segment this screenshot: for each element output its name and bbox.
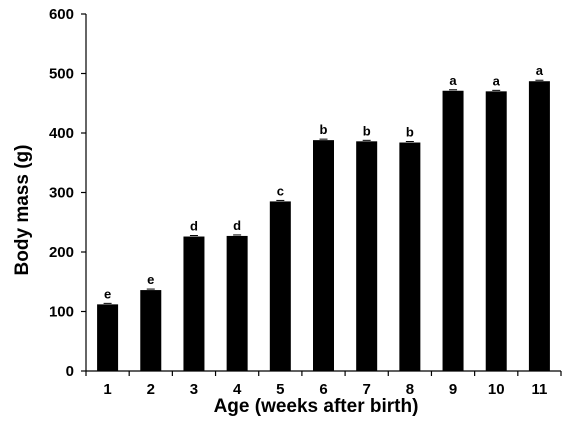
significance-letter: e: [147, 272, 154, 287]
x-tick-label: 8: [406, 381, 414, 398]
x-tick-label: 5: [276, 381, 284, 398]
y-tick-label: 400: [49, 125, 74, 142]
significance-letter: d: [233, 218, 241, 233]
x-tick-label: 4: [233, 381, 242, 398]
significance-letter: e: [104, 286, 111, 301]
x-tick-label: 6: [319, 381, 327, 398]
y-tick-label: 300: [49, 185, 74, 202]
significance-letters: e e d d c b b b a a a: [104, 63, 544, 301]
significance-letter: a: [493, 73, 501, 88]
bar: [528, 81, 550, 372]
x-axis: 1 2 3 4 5 6 7 8 9 10 11: [85, 370, 562, 398]
significance-letter: a: [449, 73, 457, 88]
bar: [485, 91, 507, 371]
significance-letter: d: [190, 219, 198, 234]
y-tick-label: 100: [49, 304, 74, 321]
bar: [140, 290, 162, 371]
bar: [399, 142, 421, 371]
significance-letter: a: [536, 63, 544, 78]
x-tick-label: 2: [147, 381, 155, 398]
significance-letter: c: [277, 183, 284, 198]
significance-letter: b: [363, 123, 371, 138]
bar: [226, 235, 248, 371]
x-tick-label: 10: [488, 381, 505, 398]
bar: [313, 140, 334, 371]
bar: [183, 236, 205, 371]
x-tick-label: 7: [363, 381, 371, 398]
y-tick-label: 600: [49, 6, 74, 23]
y-tick-label: 200: [49, 244, 74, 261]
bars: [97, 79, 550, 372]
bar: [442, 90, 464, 371]
x-axis-title: Age (weeks after birth): [214, 396, 419, 417]
significance-letter: b: [320, 122, 328, 137]
significance-letter: b: [406, 125, 414, 140]
bar: [269, 201, 291, 371]
bar: [356, 141, 378, 371]
bar: [97, 304, 119, 371]
y-tick-label: 500: [49, 66, 74, 83]
y-axis-title: Body mass (g): [12, 145, 33, 276]
x-tick-label: 3: [190, 381, 198, 398]
y-axis: 0 100 200 300 400 500 600: [49, 6, 87, 380]
y-tick-label: 0: [66, 363, 74, 380]
x-tick-label: 11: [531, 381, 547, 398]
x-tick-label: 1: [103, 381, 111, 398]
x-tick-label: 9: [449, 381, 457, 398]
